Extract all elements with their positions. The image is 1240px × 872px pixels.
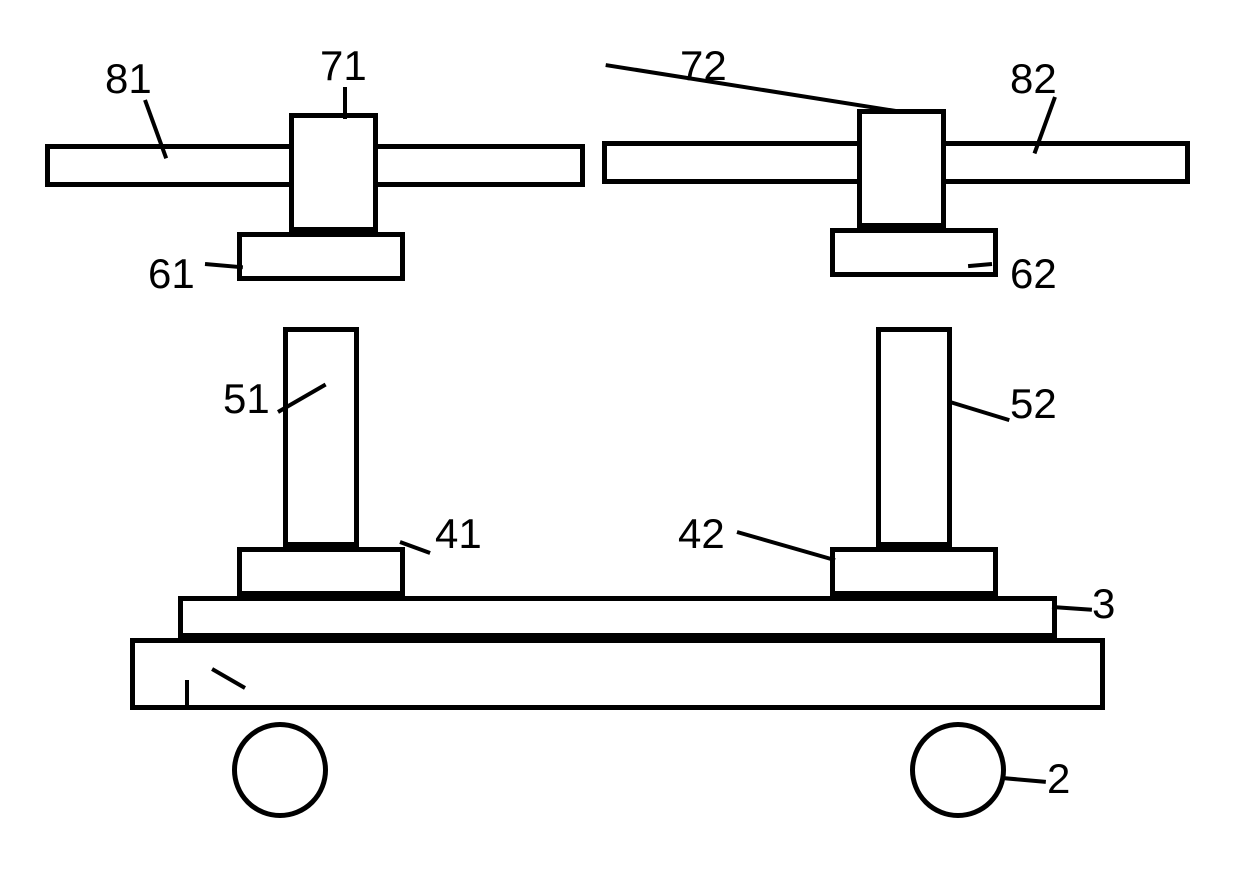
label-l71: 71 [320, 42, 367, 90]
leader-l2 [1002, 776, 1046, 784]
column-51 [283, 327, 359, 547]
leader-l42 [736, 530, 835, 562]
block-62 [830, 228, 998, 277]
label-l42: 42 [678, 510, 725, 558]
column-52 [876, 327, 952, 547]
label-l81: 81 [105, 55, 152, 103]
foot-41 [237, 547, 405, 596]
label-l52: 52 [1010, 380, 1057, 428]
top-71 [289, 113, 378, 232]
leader-l71 [343, 87, 347, 119]
label-l62: 62 [1010, 250, 1057, 298]
leader-l72 [605, 63, 902, 114]
label-l41: 41 [435, 510, 482, 558]
label-l82: 82 [1010, 55, 1057, 103]
wheel-right [910, 722, 1006, 818]
label-l51: 51 [223, 375, 270, 423]
block-61 [237, 232, 405, 281]
leader-l3 [1052, 605, 1092, 612]
plate-3 [178, 596, 1057, 638]
label-l61: 61 [148, 250, 195, 298]
wheel-left [232, 722, 328, 818]
foot-42 [830, 547, 998, 596]
leader-l52 [949, 400, 1009, 422]
label-l3: 3 [1092, 580, 1115, 628]
base-1 [130, 638, 1105, 710]
label-l2: 2 [1047, 755, 1070, 803]
leader-l1 [185, 680, 189, 708]
top-72 [857, 109, 946, 228]
